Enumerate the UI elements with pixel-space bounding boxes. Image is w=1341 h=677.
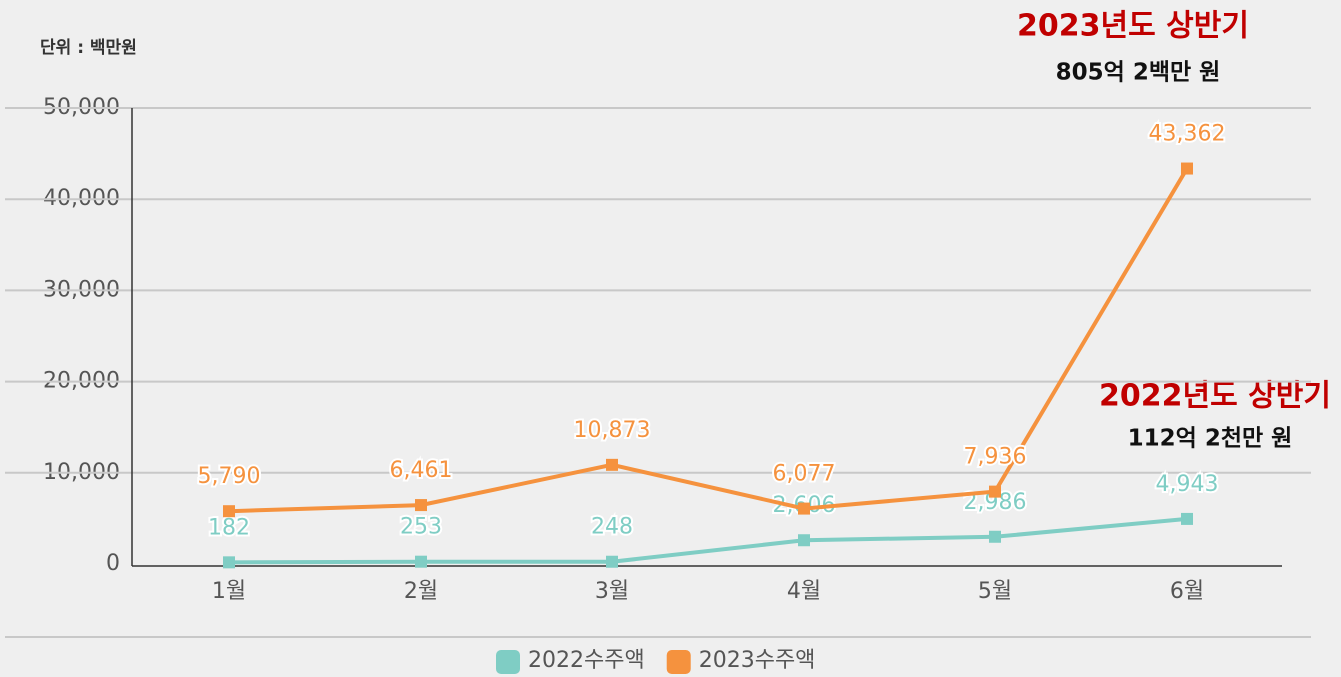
data-label: 182 bbox=[208, 515, 250, 540]
data-label: 248 bbox=[591, 515, 633, 540]
x-tick-label: 6월 bbox=[1170, 579, 1204, 604]
data-label: 5,790 bbox=[198, 464, 261, 489]
point bbox=[223, 505, 235, 518]
series-line bbox=[228, 167, 1189, 514]
annotation-text: 805억 2백만 원 bbox=[1056, 60, 1221, 86]
legend-swatch bbox=[496, 650, 520, 674]
data-label: 4,943 bbox=[1156, 472, 1219, 497]
point bbox=[798, 502, 810, 515]
point bbox=[415, 499, 427, 512]
series-line bbox=[228, 516, 1188, 565]
y-tick-label: 0 bbox=[106, 551, 120, 576]
data-label: 43,362 bbox=[1149, 122, 1226, 147]
legend-label: 2023수주액 bbox=[699, 648, 816, 673]
data-label: 6,077 bbox=[773, 462, 836, 487]
annotation-text: 112억 2천만 원 bbox=[1128, 426, 1293, 452]
point bbox=[989, 485, 1001, 498]
legend-label: 2022수주액 bbox=[528, 648, 645, 673]
annotation-title: 2023년도 상반기 bbox=[1017, 9, 1249, 44]
data-label: 10,873 bbox=[574, 418, 651, 443]
annotation-title: 2022년도 상반기 bbox=[1099, 379, 1331, 414]
point bbox=[606, 458, 618, 471]
point bbox=[415, 555, 427, 568]
point bbox=[1181, 162, 1193, 175]
legend-swatch bbox=[666, 650, 691, 674]
x-tick-label: 2월 bbox=[404, 579, 438, 604]
x-tick-label: 1월 bbox=[212, 579, 246, 604]
data-label: 7,936 bbox=[964, 445, 1027, 470]
unit-label: 단위 : 백만원 bbox=[40, 38, 137, 58]
point bbox=[606, 555, 618, 568]
point bbox=[798, 534, 810, 547]
data-label: 253 bbox=[400, 515, 442, 540]
point bbox=[989, 530, 1001, 543]
x-tick-label: 4월 bbox=[787, 579, 821, 604]
x-tick-label: 3월 bbox=[595, 579, 629, 604]
point bbox=[1181, 512, 1193, 525]
point bbox=[223, 556, 235, 569]
x-tick-label: 5월 bbox=[978, 579, 1012, 604]
data-label: 6,461 bbox=[390, 458, 453, 483]
